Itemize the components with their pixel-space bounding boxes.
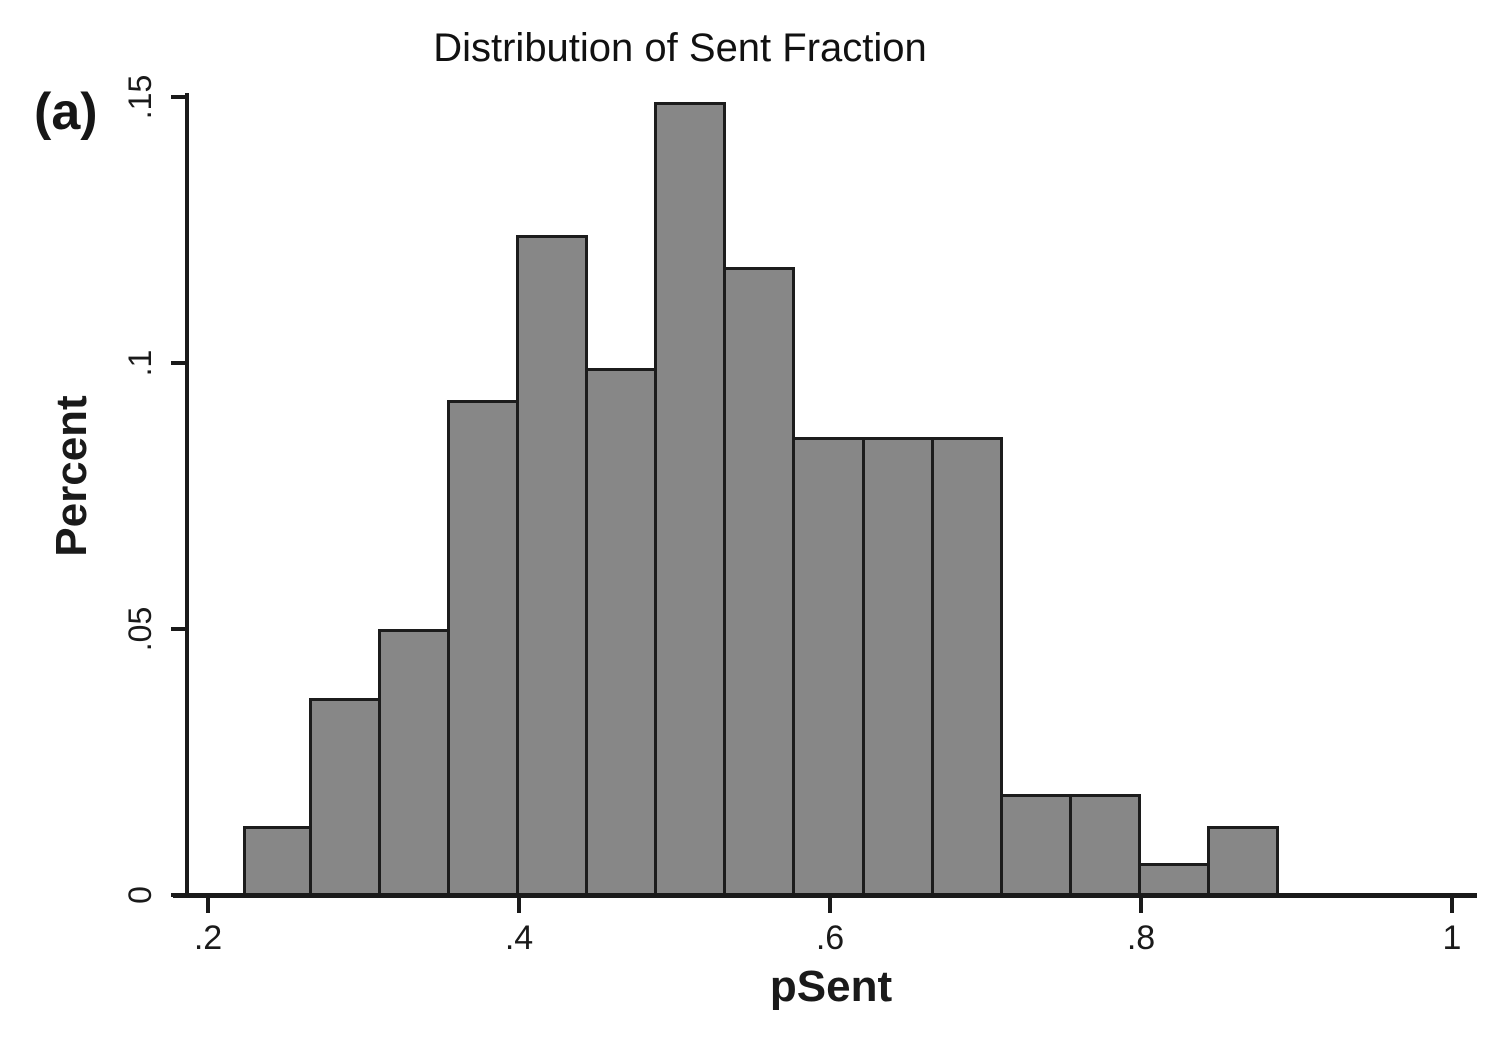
x-tick [828, 898, 832, 913]
histogram-bar [377, 629, 450, 897]
x-tick [206, 898, 210, 913]
y-tick-label: .1 [122, 349, 158, 377]
histogram-bar [930, 437, 1003, 897]
x-tick-label: .8 [1126, 919, 1156, 957]
x-tick [1450, 898, 1454, 913]
histogram-bar [308, 698, 381, 897]
y-tick [171, 627, 187, 631]
histogram-bar [792, 437, 865, 897]
y-tick [171, 893, 187, 897]
x-tick-label: .4 [504, 919, 534, 957]
x-tick-label: .2 [193, 919, 223, 957]
histogram-bar [654, 102, 727, 897]
histogram-bar [585, 368, 658, 897]
x-axis-line [173, 893, 1477, 898]
x-tick-label: 1 [1442, 919, 1462, 957]
histogram-bar [1138, 863, 1211, 897]
y-tick-label: 0 [122, 886, 158, 904]
histogram-bar [723, 267, 796, 897]
chart-title: Distribution of Sent Fraction [433, 26, 927, 70]
y-tick-label: .15 [122, 74, 158, 120]
histogram-bar [242, 825, 312, 897]
histogram-bar [999, 793, 1072, 897]
x-tick [1139, 898, 1143, 913]
histogram-bar [1207, 825, 1280, 897]
x-tick-label: .6 [815, 919, 845, 957]
y-tick [171, 361, 187, 365]
panel-label: (a) [34, 83, 98, 141]
histogram-bar [516, 235, 589, 897]
y-tick [171, 95, 187, 99]
x-tick [517, 898, 521, 913]
histogram-bar [1068, 793, 1141, 897]
y-tick-label: .05 [122, 606, 158, 652]
histogram-bar [861, 437, 934, 897]
histogram-bar [446, 400, 519, 897]
x-axis-title: pSent [769, 962, 893, 1011]
y-axis-line [185, 93, 189, 898]
